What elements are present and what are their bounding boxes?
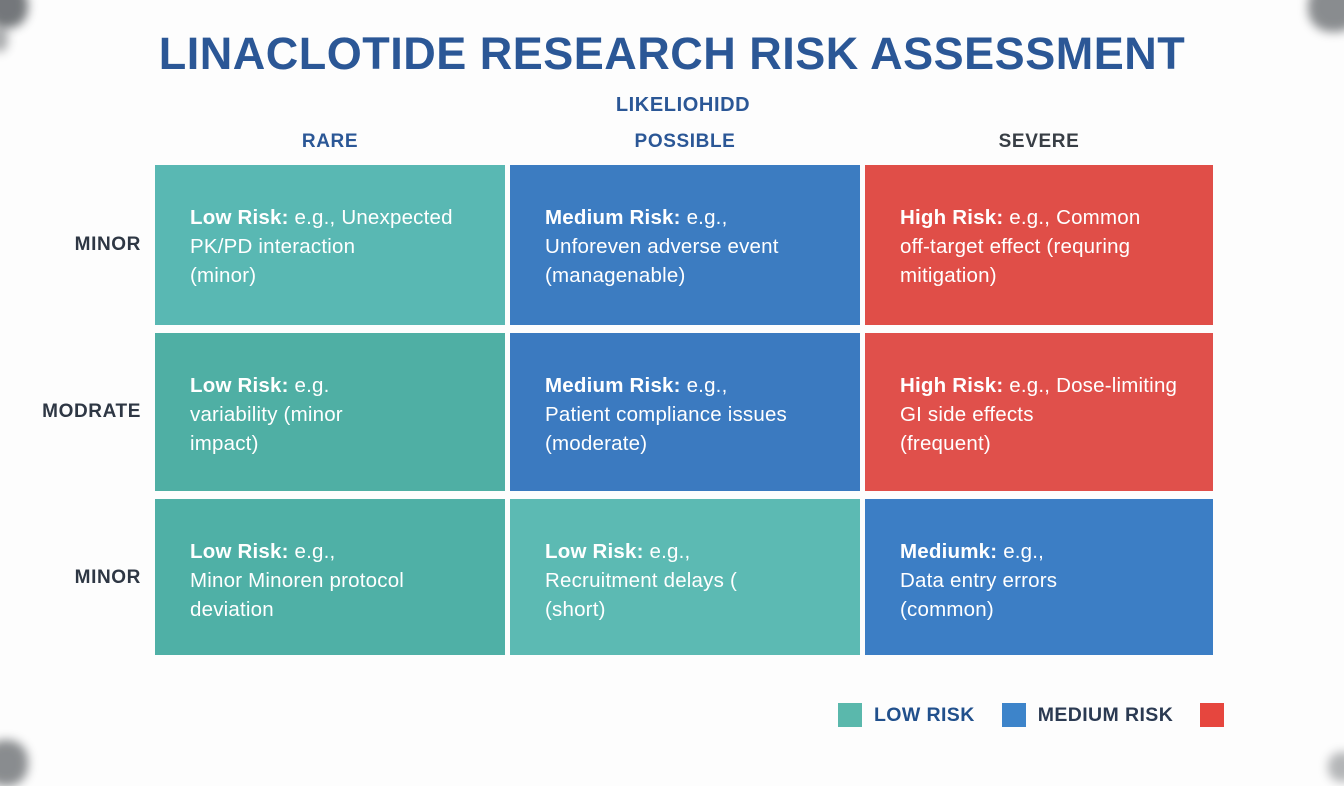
cell-text-line: Data entry errors	[900, 569, 1058, 592]
cell-text: e.g.,	[1003, 540, 1045, 563]
legend-label: MEDIUM RISK	[1037, 703, 1174, 726]
matrix-cell-r1c3: High Risk: e.g., Common off-target effect…	[865, 165, 1213, 325]
cell-text: e.g., Unexpected	[294, 206, 453, 229]
legend: LOW RISK MEDIUM RISK	[838, 703, 1225, 727]
corner-artifact	[0, 0, 28, 28]
cell-text: e.g., Common	[1009, 206, 1141, 229]
legend-item: LOW RISK	[838, 703, 975, 727]
cell-risk-label: High Risk:	[900, 374, 1004, 397]
cell-text: e.g.,	[649, 540, 691, 563]
cell-text-line: Low Risk: e.g., Unexpected	[190, 203, 487, 232]
cell-text-line: (short)	[545, 598, 606, 621]
cell-text-line: off-target effect (requring	[900, 235, 1131, 258]
corner-artifact	[0, 26, 8, 52]
cell-text-line: Mediumk: e.g.,	[900, 537, 1195, 566]
cell-text-line: Unforeven adverse event	[545, 235, 779, 258]
matrix-cell-r1c2: Medium Risk: e.g., Unforeven adverse even…	[510, 165, 860, 325]
cell-text-line: deviation	[190, 598, 274, 621]
cell-text-line: Medium Risk: e.g.,	[545, 203, 842, 232]
cell-text-line: Minor Minoren protocol	[190, 569, 405, 592]
column-header-possible: POSSIBLE	[634, 131, 736, 152]
row-label-minor-2: MINOR	[74, 567, 141, 588]
cell-text-line: PK/PD interaction	[190, 235, 356, 258]
cell-text: e.g., Dose-limiting	[1009, 374, 1178, 397]
cell-risk-label: Medium Risk:	[545, 374, 681, 397]
matrix-cell-r2c3: High Risk: e.g., Dose-limiting GI side ef…	[865, 333, 1213, 491]
legend-label: LOW RISK	[874, 703, 975, 726]
cell-text-line: Medium Risk: e.g.,	[545, 371, 842, 400]
risk-matrix: Low Risk: e.g., Unexpected PK/PD interact…	[155, 165, 1213, 655]
corner-artifact	[0, 740, 28, 786]
cell-text: e.g.,	[686, 206, 728, 229]
cell-text-line: Low Risk: e.g.	[190, 371, 487, 400]
cell-text-line: High Risk: e.g., Dose-limiting	[900, 371, 1195, 400]
cell-text-line: High Risk: e.g., Common	[900, 203, 1195, 232]
column-header-rare: RARE	[301, 131, 359, 152]
cell-text-line: (common)	[900, 598, 994, 621]
legend-swatch	[1001, 703, 1026, 727]
matrix-cell-r3c2: Low Risk: e.g., Recruitment delays ( (shor…	[510, 499, 860, 655]
cell-text-line: variability (minor	[190, 403, 343, 426]
cell-text: e.g.	[294, 374, 330, 397]
row-label-minor-1: MINOR	[74, 234, 141, 255]
cell-risk-label: Low Risk:	[190, 206, 289, 229]
cell-text-line: (moderate)	[545, 432, 648, 455]
cell-text-line: Low Risk: e.g.,	[190, 537, 487, 566]
matrix-cell-r2c2: Medium Risk: e.g., Patient compliance iss…	[510, 333, 860, 491]
cell-text-line: (frequent)	[900, 432, 991, 455]
cell-risk-label: Low Risk:	[190, 540, 289, 563]
cell-text-line: Patient compliance issues	[545, 403, 788, 426]
cell-text-line: (minor)	[190, 264, 257, 287]
cell-risk-label: Mediumk:	[900, 540, 998, 563]
cell-text-line: (managenable)	[545, 264, 686, 287]
legend-item	[1200, 703, 1225, 727]
matrix-cell-r1c1: Low Risk: e.g., Unexpected PK/PD interact…	[155, 165, 505, 325]
cell-risk-label: Low Risk:	[190, 374, 289, 397]
corner-artifact	[1328, 752, 1344, 782]
legend-swatch	[1200, 703, 1225, 727]
page-title: LINACLOTIDE RESEARCH RISK ASSESSMENT	[158, 28, 1186, 79]
legend-swatch	[838, 703, 862, 727]
cell-risk-label: Low Risk:	[545, 540, 644, 563]
legend-item: MEDIUM RISK	[1001, 703, 1174, 727]
matrix-cell-r3c1: Low Risk: e.g., Minor Minoren protocol dev…	[155, 499, 505, 655]
cell-text-line: Recruitment delays (	[545, 569, 737, 592]
likelihood-axis-label: LIKELIOHIDD	[615, 94, 751, 116]
matrix-cell-r2c1: Low Risk: e.g. variability (minor impact)	[155, 333, 505, 491]
cell-risk-label: High Risk:	[900, 206, 1004, 229]
cell-text-line: mitigation)	[900, 264, 997, 287]
matrix-cell-r3c3: Mediumk: e.g., Data entry errors (common)	[865, 499, 1213, 655]
cell-text: e.g.,	[294, 540, 336, 563]
column-headers: RARE POSSIBLE SEVERE	[155, 131, 1213, 153]
column-header-severe: SEVERE	[998, 131, 1080, 152]
cell-text-line: impact)	[190, 432, 259, 455]
cell-text-line: GI side effects	[900, 403, 1034, 426]
row-label-modrate: MODRATE	[42, 401, 141, 422]
cell-text-line: Low Risk: e.g.,	[545, 537, 842, 566]
cell-risk-label: Medium Risk:	[545, 206, 681, 229]
cell-text: e.g.,	[686, 374, 728, 397]
